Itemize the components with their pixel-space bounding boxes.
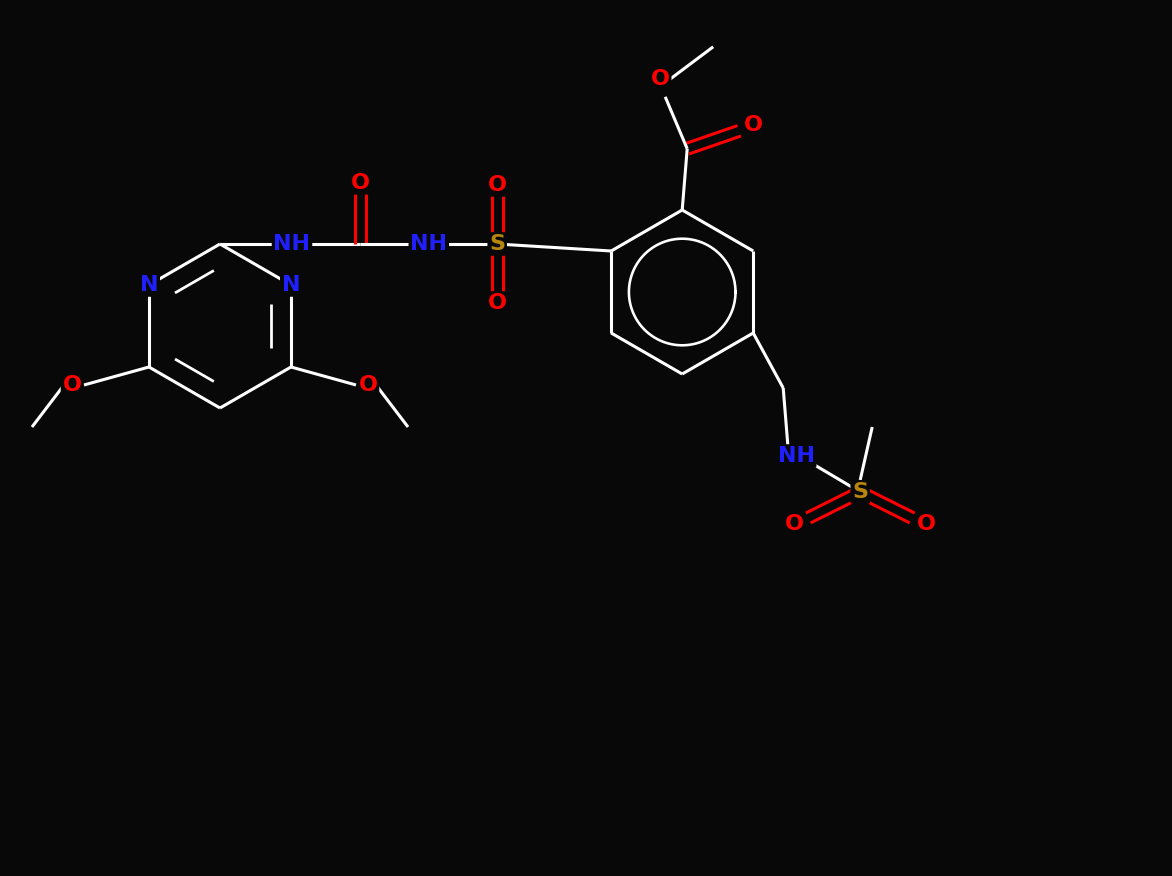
Text: O: O [488,175,506,195]
Text: NH: NH [410,234,448,254]
Text: NH: NH [273,234,311,254]
Text: O: O [488,293,506,313]
Text: N: N [281,275,300,295]
Text: O: O [650,69,669,88]
Text: S: S [489,234,505,254]
Text: O: O [62,375,82,395]
Text: O: O [744,115,763,135]
Text: O: O [917,514,935,534]
Text: O: O [350,173,370,193]
Text: NH: NH [778,446,815,466]
Text: S: S [852,482,868,502]
Text: O: O [785,514,804,534]
Text: N: N [139,275,158,295]
Text: O: O [359,375,377,395]
